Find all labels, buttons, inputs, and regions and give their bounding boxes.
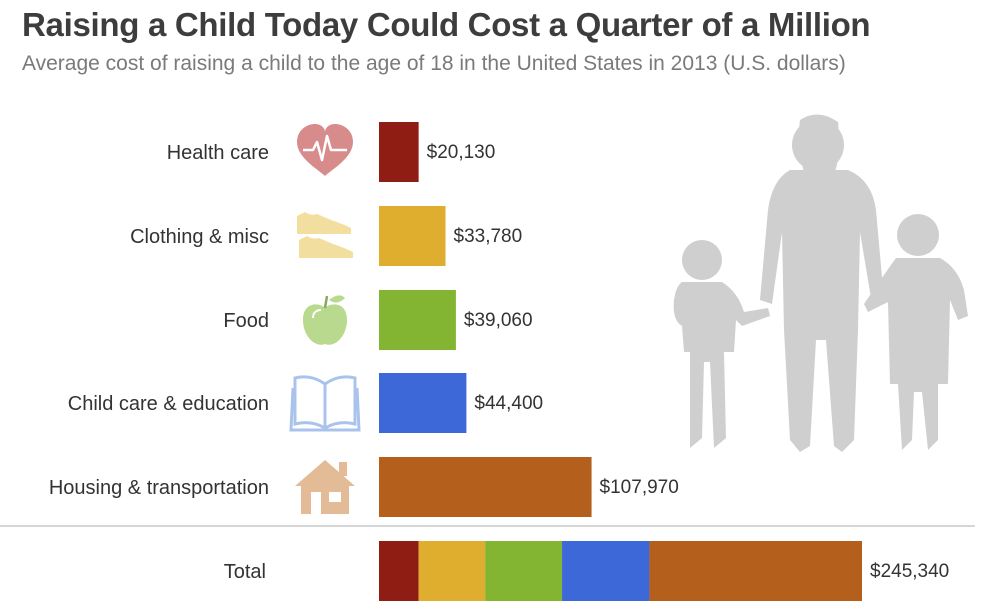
shoes-icon [297,212,353,258]
total-bar-segment [649,541,862,601]
house-icon [295,460,355,514]
total-bar-segment [379,541,419,601]
value-label: $39,060 [464,310,533,331]
category-label: Housing & transportation [49,477,269,499]
total-value-label: $245,340 [870,561,949,582]
total-bar-segment [418,541,486,601]
family-silhouette-icon [673,114,968,452]
value-label: $44,400 [474,393,543,414]
bar [379,206,446,266]
total-bar-segment [562,541,650,601]
apple-icon [303,295,347,345]
heart-pulse-icon [297,124,353,176]
chart-subtitle: Average cost of raising a child to the a… [22,52,846,75]
bar [379,457,592,517]
value-label: $33,780 [454,226,523,247]
bar [379,122,419,182]
category-label: Clothing & misc [130,226,269,248]
open-book-icon [289,375,361,432]
chart-title: Raising a Child Today Could Cost a Quart… [22,6,871,43]
bar [379,290,456,350]
total-label: Total [224,561,266,583]
bar [379,373,467,433]
value-label: $20,130 [427,142,496,163]
category-label: Food [223,310,269,332]
category-label: Child care & education [68,393,269,415]
value-label: $107,970 [600,477,679,498]
total-bar-segment [485,541,563,601]
category-label: Health care [167,142,269,164]
